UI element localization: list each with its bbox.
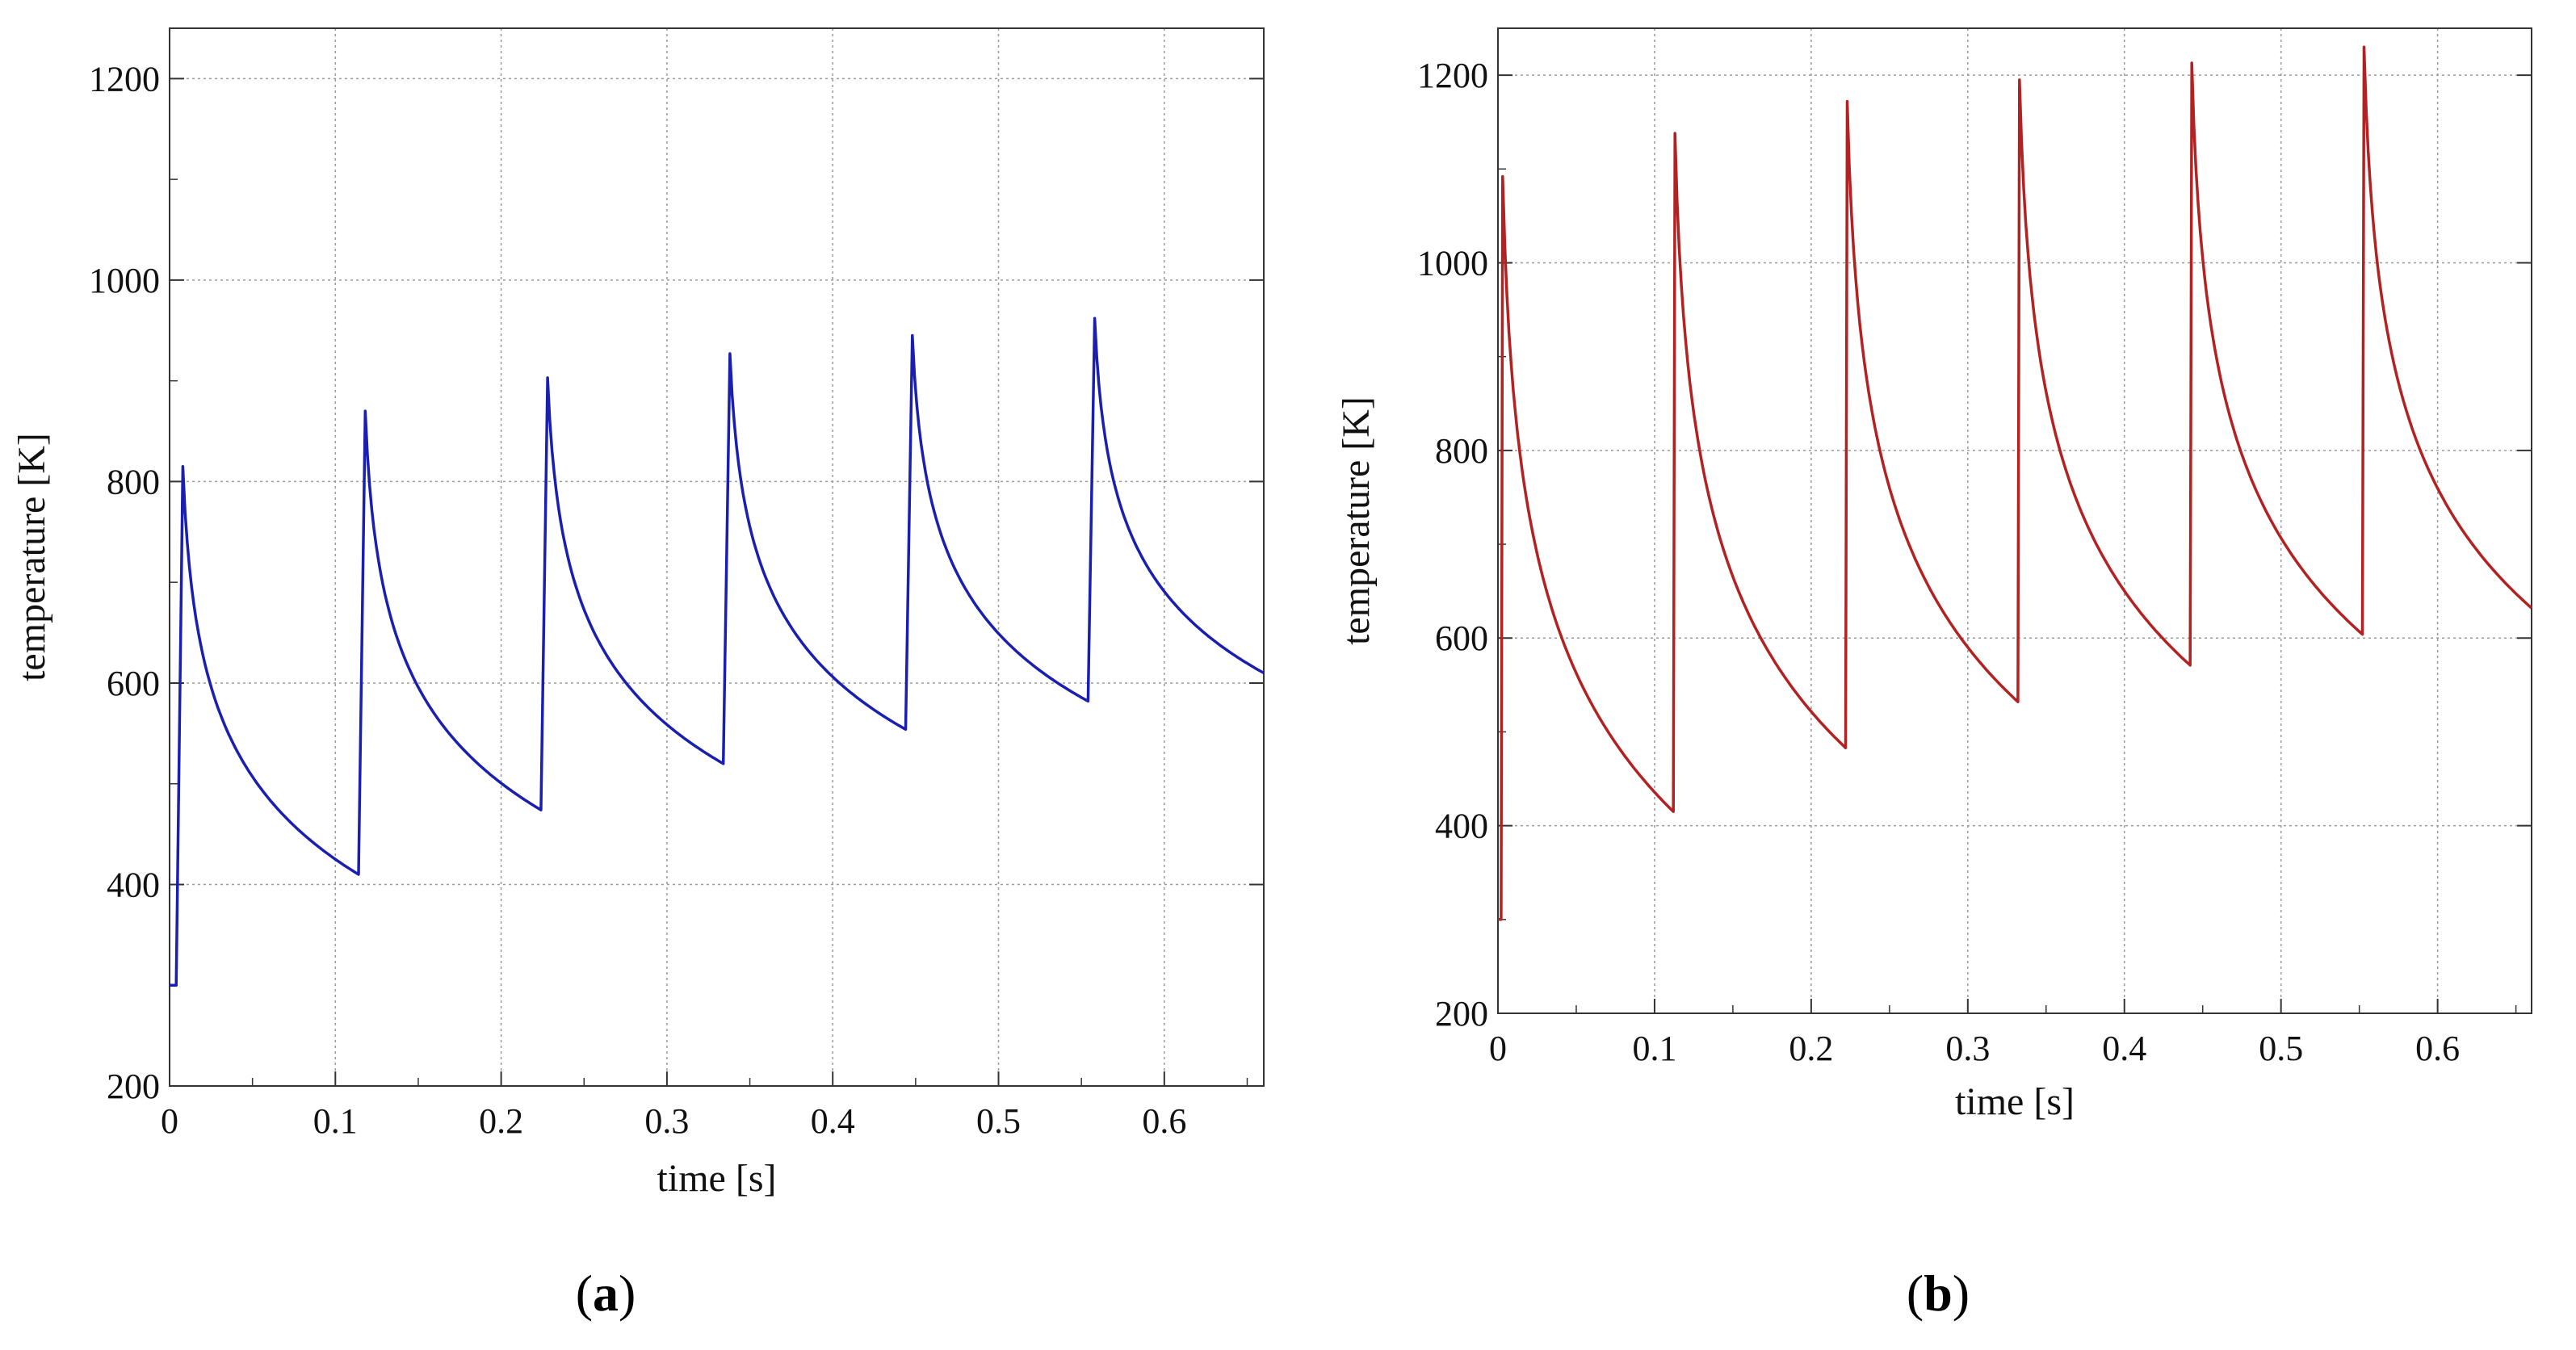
caption-b-letter: b <box>1924 1264 1953 1322</box>
chart-b-ytick-label-2: 600 <box>1435 618 1488 658</box>
chart-a-grid <box>170 28 1264 1086</box>
chart-a-ytick-label-4: 1000 <box>89 261 160 300</box>
chart-a-ytick-label-2: 600 <box>107 664 160 703</box>
chart-b-ytick-label-0: 200 <box>1435 994 1488 1033</box>
chart-a-y-axis-title: temperature [K] <box>10 433 53 681</box>
chart-a-xtick-label-0: 0 <box>161 1101 178 1141</box>
chart-b-x-axis-title: time [s] <box>1955 1080 2075 1123</box>
chart-a-xtick-label-4: 0.4 <box>811 1101 855 1141</box>
chart-b-xtick-label-1: 0.1 <box>1632 1029 1676 1068</box>
chart-b-xtick-label-4: 0.4 <box>2102 1029 2146 1068</box>
chart-b-xtick-label-5: 0.5 <box>2259 1029 2303 1068</box>
chart-b-xtick-label-0: 0 <box>1489 1029 1507 1068</box>
chart-b-y-axis-title: temperature [K] <box>1335 396 1378 645</box>
chart-a-temperature-line <box>170 317 1265 987</box>
chart-panel-a: 0 0.1 0.2 0.3 0.4 0.5 0.6 200 400 600 800 1000 1200 t… <box>10 27 1265 1322</box>
chart-b-svg: 0 0.1 0.2 0.3 0.4 0.5 0.6 200 400 600 800 1000 1200 t… <box>1335 27 2533 1123</box>
chart-a-svg: 0 0.1 0.2 0.3 0.4 0.5 0.6 200 400 600 800 1000 1200 t… <box>10 27 1265 1200</box>
chart-b-xtick-label-2: 0.2 <box>1789 1029 1833 1068</box>
chart-a-xtick-label-6: 0.6 <box>1142 1101 1186 1141</box>
chart-b-ytick-label-3: 800 <box>1435 431 1488 471</box>
chart-a-ticks <box>169 78 1264 1087</box>
chart-b-ytick-label-4: 1000 <box>1417 243 1488 283</box>
chart-a-plot-frame <box>169 27 1265 1087</box>
chart-a-ytick-label-0: 200 <box>107 1067 160 1106</box>
chart-a-x-axis-title: time [s] <box>657 1157 777 1200</box>
chart-a-xtick-label-2: 0.2 <box>479 1101 523 1141</box>
caption-a: (a) <box>575 1264 636 1322</box>
chart-b-temperature-line <box>1498 45 2533 921</box>
chart-b-plot-frame <box>1497 27 2532 1014</box>
chart-b-ytick-label-1: 400 <box>1435 807 1488 846</box>
chart-a-xtick-label-1: 0.1 <box>313 1101 358 1141</box>
chart-a-ytick-label-1: 400 <box>107 865 160 904</box>
chart-b-grid <box>1498 28 2532 1013</box>
chart-b-xtick-label-6: 0.6 <box>2415 1029 2460 1068</box>
chart-a-ytick-label-5: 1200 <box>89 59 160 99</box>
caption-b: (b) <box>1906 1264 1970 1322</box>
chart-b-xtick-label-3: 0.3 <box>1945 1029 1990 1068</box>
chart-a-xtick-label-5: 0.5 <box>976 1101 1021 1141</box>
chart-a-xtick-label-3: 0.3 <box>644 1101 689 1141</box>
chart-a-ytick-label-3: 800 <box>107 462 160 501</box>
chart-b-ytick-label-5: 1200 <box>1417 56 1488 95</box>
chart-panel-b: 0 0.1 0.2 0.3 0.4 0.5 0.6 200 400 600 800 1000 1200 t… <box>1288 0 2576 1350</box>
chart-b-ticks <box>1497 74 2532 1014</box>
caption-a-letter: a <box>593 1264 619 1322</box>
